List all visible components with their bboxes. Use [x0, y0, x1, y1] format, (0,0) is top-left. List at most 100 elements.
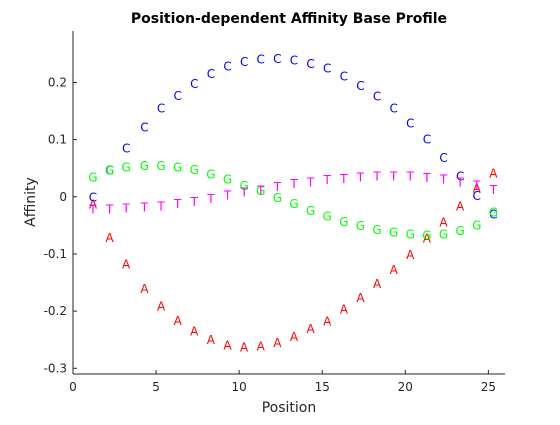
point-G: G — [356, 219, 365, 233]
y-tick-label: -0.2 — [44, 304, 67, 318]
y-tick-label: 0 — [59, 190, 67, 204]
point-A: A — [290, 330, 299, 344]
y-tick-label: -0.1 — [44, 247, 67, 261]
point-C: C — [340, 70, 348, 84]
point-T: T — [223, 189, 232, 203]
point-G: G — [422, 229, 431, 243]
point-G: G — [239, 179, 248, 193]
x-tick-label: 15 — [315, 380, 330, 394]
point-A: A — [473, 182, 482, 196]
x-tick-label: 0 — [69, 380, 77, 394]
point-C: C — [122, 142, 130, 156]
point-A: A — [174, 314, 183, 328]
x-axis-label: Position — [262, 400, 317, 416]
point-G: G — [156, 159, 165, 173]
point-C: C — [223, 59, 231, 73]
point-G: G — [439, 227, 448, 241]
point-C: C — [89, 190, 97, 204]
point-T: T — [339, 172, 348, 186]
point-T: T — [121, 202, 130, 216]
point-A: A — [356, 291, 365, 305]
point-C: C — [389, 102, 397, 116]
point-A: A — [406, 248, 415, 262]
x-tick-label: 10 — [232, 380, 247, 394]
point-A: A — [456, 199, 465, 213]
point-C: C — [140, 121, 148, 135]
point-C: C — [257, 53, 265, 67]
point-G: G — [306, 204, 315, 218]
point-G: G — [88, 170, 97, 184]
point-G: G — [455, 224, 464, 238]
point-T: T — [356, 170, 365, 184]
point-A: A — [157, 299, 166, 313]
y-tick-label: -0.3 — [44, 361, 67, 375]
point-G: G — [223, 173, 232, 187]
point-G: G — [489, 206, 498, 220]
point-G: G — [289, 197, 298, 211]
point-G: G — [206, 167, 215, 181]
point-T: T — [190, 195, 199, 209]
point-A: A — [190, 325, 199, 339]
point-T: T — [206, 192, 215, 206]
point-G: G — [406, 227, 415, 241]
point-T: T — [273, 180, 282, 194]
point-T: T — [306, 175, 315, 189]
y-tick-label: 0.1 — [48, 133, 67, 147]
point-C: C — [423, 133, 431, 147]
point-A: A — [423, 231, 432, 245]
axes-layer: 0 5 10 15 20 25 -0.3 -0.2 -0.1 0 0.1 0.2 — [44, 31, 505, 394]
point-A: A — [489, 166, 498, 180]
point-A: A — [323, 314, 332, 328]
point-C: C — [473, 189, 481, 203]
point-C: C — [456, 170, 464, 184]
point-G: G — [190, 163, 199, 177]
point-T: T — [105, 202, 114, 216]
point-A: A — [273, 336, 282, 350]
point-T: T — [472, 178, 481, 192]
point-G: G — [372, 223, 381, 237]
point-C: C — [157, 102, 165, 116]
point-G: G — [339, 215, 348, 229]
point-T: T — [489, 183, 498, 197]
point-G: G — [140, 159, 149, 173]
point-A: A — [240, 341, 249, 355]
point-T: T — [422, 171, 431, 185]
point-T: T — [289, 177, 298, 191]
point-C: C — [240, 55, 248, 69]
point-T: T — [406, 170, 415, 184]
point-A: A — [340, 302, 349, 316]
point-A: A — [89, 198, 98, 212]
point-C: C — [406, 117, 414, 131]
point-C: C — [306, 57, 314, 71]
point-C: C — [273, 52, 281, 66]
point-T: T — [256, 183, 265, 197]
point-G: G — [173, 161, 182, 175]
point-A: A — [223, 338, 232, 352]
point-C: C — [290, 54, 298, 68]
point-A: A — [105, 231, 114, 245]
point-A: A — [390, 263, 399, 277]
point-C: C — [356, 79, 364, 93]
point-T: T — [455, 175, 464, 189]
point-C: C — [489, 207, 497, 221]
point-G: G — [273, 191, 282, 205]
point-T: T — [439, 173, 448, 187]
series-G: G G G G G G G G G G G G G G G G G G G G G G G GG — [88, 159, 498, 243]
point-T: T — [389, 170, 398, 184]
point-T: T — [140, 201, 149, 215]
x-tick-label: 5 — [152, 380, 160, 394]
point-T: T — [239, 186, 248, 200]
point-G: G — [256, 184, 265, 198]
point-G: G — [472, 218, 481, 232]
point-G: G — [122, 161, 131, 175]
point-A: A — [439, 215, 448, 229]
point-A: A — [140, 282, 149, 296]
point-C: C — [373, 90, 381, 104]
point-C: C — [323, 62, 331, 76]
point-A: A — [207, 333, 216, 347]
point-T: T — [372, 170, 381, 184]
